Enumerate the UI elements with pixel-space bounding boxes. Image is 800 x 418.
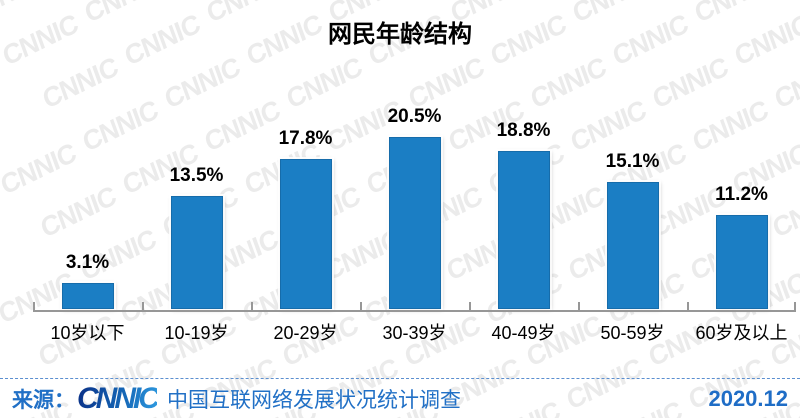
bar-slot: 3.1% — [33, 56, 142, 309]
x-axis-category-labels: 10岁以下 10-19岁 20-29岁 30-39岁 40-49岁 50-59岁 60岁及以… — [33, 319, 796, 345]
category-label: 40-49岁 — [491, 323, 556, 343]
bar — [279, 159, 332, 309]
bar — [715, 215, 768, 309]
bar — [388, 137, 441, 309]
category-label: 20-29岁 — [273, 323, 338, 343]
axis-tick — [142, 302, 144, 310]
category-label: 30-39岁 — [382, 323, 447, 343]
category-label: 50-59岁 — [600, 323, 665, 343]
bar-value-label: 18.8% — [496, 120, 551, 142]
axis-tick — [33, 302, 35, 310]
report-date: 2020.12 — [708, 385, 788, 411]
source-label: 来源： — [12, 388, 75, 412]
axis-tick — [360, 302, 362, 310]
bar — [497, 151, 550, 309]
bar-value-label: 3.1% — [65, 252, 110, 274]
bar-chart-plot-area: 3.1% 13.5% 17.8% 20.5% 18.8% 15.1% 11.2% — [33, 56, 796, 309]
bar-slot: 17.8% — [251, 56, 360, 309]
bar-slot: 11.2% — [687, 56, 796, 309]
category-label: 10岁以下 — [50, 323, 125, 343]
cnnic-logo: CNNIC — [77, 381, 160, 415]
axis-tick — [687, 302, 689, 310]
axis-tick — [578, 302, 580, 310]
bar — [170, 196, 223, 309]
chart-title: 网民年龄结构 — [328, 21, 472, 48]
category-label: 10-19岁 — [164, 323, 229, 343]
footer-source-bar: 来源： CNNIC 中国互联网络发展状况统计调查 2020.12 — [0, 378, 800, 418]
bar-value-label: 15.1% — [605, 151, 660, 173]
survey-name: 中国互联网络发展状况统计调查 — [167, 388, 461, 412]
bar-slot: 15.1% — [578, 56, 687, 309]
axis-tick — [794, 302, 796, 310]
bar-value-label: 13.5% — [169, 165, 224, 187]
bar-value-label: 20.5% — [387, 106, 442, 128]
bar-slot: 18.8% — [469, 56, 578, 309]
x-axis — [33, 300, 796, 312]
bar-value-label: 11.2% — [715, 184, 768, 206]
axis-tick — [251, 302, 253, 310]
category-label: 60岁及以上 — [695, 323, 788, 343]
bar — [606, 182, 659, 309]
bar-slot: 13.5% — [142, 56, 251, 309]
bar — [61, 283, 114, 309]
axis-tick — [469, 302, 471, 310]
bar-slot: 20.5% — [360, 56, 469, 309]
bar-value-label: 17.8% — [278, 128, 333, 150]
